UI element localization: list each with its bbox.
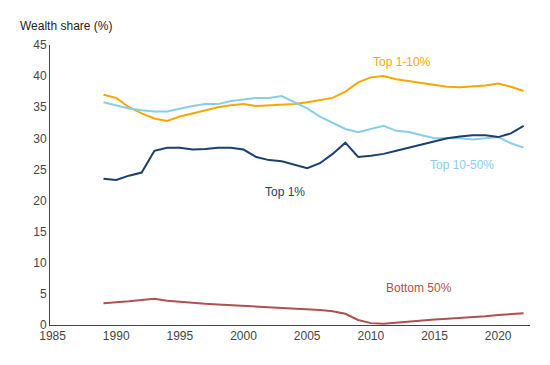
- svg-text:5: 5: [40, 287, 47, 301]
- svg-text:Top 10-50%: Top 10-50%: [430, 158, 494, 172]
- svg-text:45: 45: [33, 38, 47, 52]
- svg-text:2015: 2015: [421, 329, 448, 343]
- svg-text:30: 30: [33, 132, 47, 146]
- svg-text:0: 0: [40, 318, 47, 332]
- svg-text:2010: 2010: [357, 329, 384, 343]
- svg-text:15: 15: [33, 225, 47, 239]
- svg-text:Wealth share (%): Wealth share (%): [20, 19, 112, 33]
- svg-text:20: 20: [33, 194, 47, 208]
- svg-text:2020: 2020: [485, 329, 512, 343]
- svg-text:1990: 1990: [103, 329, 130, 343]
- svg-text:35: 35: [33, 100, 47, 114]
- svg-text:2005: 2005: [294, 329, 321, 343]
- svg-text:25: 25: [33, 163, 47, 177]
- svg-text:1995: 1995: [167, 329, 194, 343]
- svg-text:Top 1%: Top 1%: [265, 185, 305, 199]
- svg-text:Bottom 50%: Bottom 50%: [386, 281, 452, 295]
- svg-text:10: 10: [33, 256, 47, 270]
- svg-text:1985: 1985: [39, 329, 66, 343]
- svg-text:2000: 2000: [230, 329, 257, 343]
- svg-text:Top 1-10%: Top 1-10%: [373, 55, 431, 69]
- svg-text:40: 40: [33, 69, 47, 83]
